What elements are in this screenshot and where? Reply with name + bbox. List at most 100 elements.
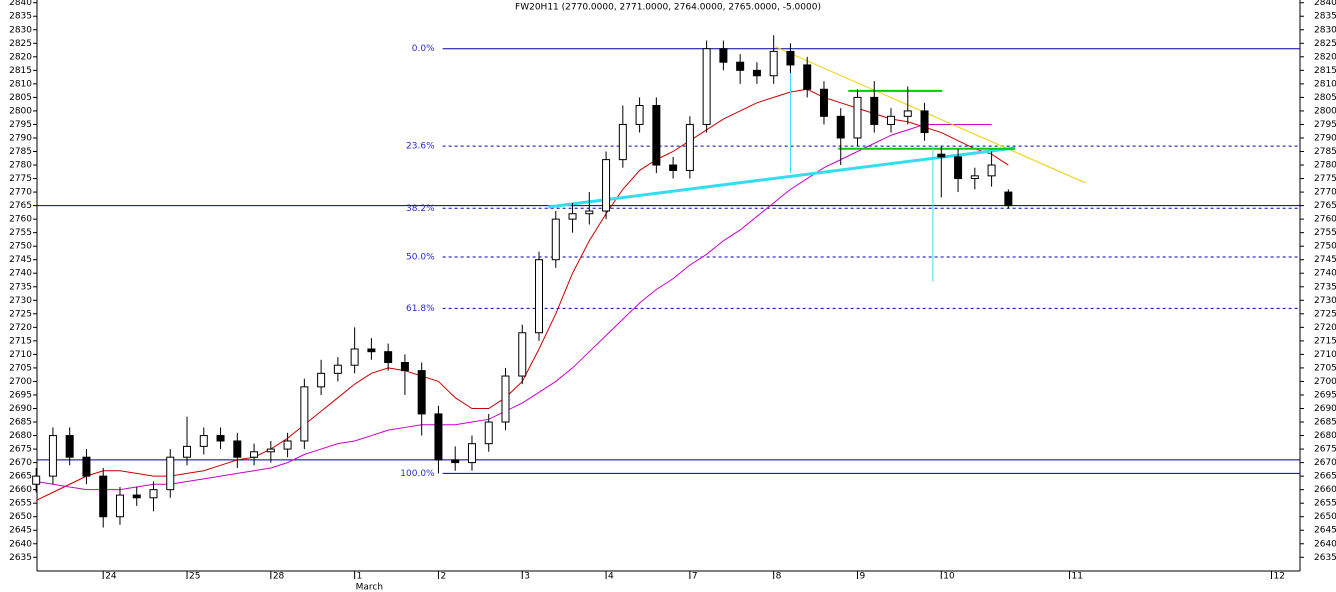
candle-body — [618, 123, 627, 161]
x-tick-label: 28 — [273, 572, 285, 582]
fib-label: 0.0% — [412, 44, 435, 54]
candle-body — [903, 110, 912, 117]
candle-body — [518, 332, 527, 377]
y-tick-label: 2800 — [9, 106, 32, 116]
y-tick-label: 2675 — [9, 445, 32, 455]
y-tick-label: 2685 — [9, 418, 32, 428]
candle-body — [400, 362, 409, 372]
candle-body — [82, 456, 91, 477]
y-tick-label: 2735 — [1314, 282, 1336, 292]
y-tick-label: 2700 — [9, 377, 32, 387]
y-tick-label: 2770 — [1314, 188, 1336, 198]
y-tick-label: 2820 — [1314, 52, 1336, 62]
y-tick-label: 2715 — [1314, 336, 1336, 346]
y-tick-label: 2765 — [1314, 201, 1336, 211]
moving-average — [36, 123, 992, 491]
candle-body — [752, 69, 761, 77]
y-tick-label: 2655 — [1314, 499, 1336, 509]
y-tick-label: 2690 — [9, 404, 32, 414]
candle-body — [987, 164, 996, 177]
candle-body — [115, 494, 124, 518]
y-tick-label: 2725 — [1314, 309, 1336, 319]
candle-body — [166, 456, 175, 491]
fib-label: 23.6% — [406, 142, 435, 152]
y-tick-label: 2650 — [9, 512, 32, 522]
y-tick-label: 2785 — [9, 147, 32, 157]
x-tick-label: 2 — [440, 572, 446, 582]
x-tick-label: 1 — [357, 572, 363, 582]
candle-body — [853, 96, 862, 139]
candle-body — [719, 48, 728, 63]
candle-body — [65, 435, 74, 458]
y-tick-label: 2710 — [1314, 350, 1336, 360]
y-tick-label: 2820 — [9, 52, 32, 62]
y-tick-label: 2795 — [9, 120, 32, 130]
y-tick-label: 2705 — [9, 363, 32, 373]
y-tick-label: 2795 — [1314, 120, 1336, 130]
y-tick-label: 2660 — [1314, 485, 1336, 495]
y-tick-label: 2640 — [9, 539, 32, 549]
x-tick-label: 4 — [608, 572, 614, 582]
y-tick-label: 2810 — [1314, 79, 1336, 89]
y-tick-label: 2750 — [1314, 242, 1336, 252]
y-tick-label: 2735 — [9, 282, 32, 292]
y-tick-label: 2775 — [1314, 174, 1336, 184]
y-tick-label: 2760 — [9, 215, 32, 225]
trend-line — [548, 146, 1016, 209]
candle-body — [819, 88, 828, 117]
y-tick-label: 2680 — [1314, 431, 1336, 441]
fib-label: 61.8% — [406, 304, 435, 314]
y-tick-label: 2710 — [9, 350, 32, 360]
y-tick-label: 2730 — [1314, 296, 1336, 306]
x-tick-label: 11 — [1072, 572, 1083, 582]
x-tick-label: 10 — [943, 572, 955, 582]
x-tick-label: 24 — [105, 572, 117, 582]
x-tick-label: 12 — [1274, 572, 1285, 582]
fib-label: 38.2% — [406, 204, 435, 214]
y-tick-label: 2705 — [1314, 363, 1336, 373]
candle-body — [870, 96, 879, 125]
y-tick-label: 2640 — [1314, 539, 1336, 549]
x-tick-label: 25 — [189, 572, 200, 582]
y-tick-label: 2825 — [1314, 39, 1336, 49]
x-tick-label: 7 — [692, 572, 698, 582]
x-group-label: March — [356, 583, 383, 592]
candle-body — [32, 475, 41, 485]
y-tick-label: 2655 — [9, 499, 32, 509]
y-tick-label: 2675 — [1314, 445, 1336, 455]
candle-body — [484, 421, 493, 445]
y-tick-label: 2685 — [1314, 418, 1336, 428]
candle-body — [367, 348, 376, 353]
candle-body — [535, 259, 544, 334]
candle-body — [585, 210, 594, 215]
y-tick-label: 2635 — [1314, 553, 1336, 563]
candle-body — [920, 110, 929, 134]
candle-body — [317, 372, 326, 388]
candle-body — [216, 435, 225, 442]
candle-body — [467, 443, 476, 464]
y-tick-label: 2750 — [9, 242, 32, 252]
candle-body — [199, 435, 208, 447]
y-tick-label: 2700 — [1314, 377, 1336, 387]
y-tick-label: 2720 — [1314, 323, 1336, 333]
y-tick-label: 2835 — [9, 12, 32, 22]
y-tick-label: 2720 — [9, 323, 32, 333]
candle-body — [501, 375, 510, 423]
y-tick-label: 2840 — [9, 0, 32, 8]
y-tick-label: 2805 — [9, 93, 32, 103]
y-tick-label: 2780 — [1314, 161, 1336, 171]
x-tick-label: 9 — [859, 572, 865, 582]
y-tick-label: 2760 — [1314, 215, 1336, 225]
y-tick-label: 2815 — [1314, 66, 1336, 76]
candle-body — [736, 61, 745, 71]
y-tick-label: 2785 — [1314, 147, 1336, 157]
candle-body — [568, 213, 577, 220]
y-tick-label: 2670 — [1314, 458, 1336, 468]
y-tick-label: 2755 — [9, 228, 32, 238]
y-tick-label: 2770 — [9, 188, 32, 198]
y-tick-label: 2670 — [9, 458, 32, 468]
candle-body — [300, 386, 309, 442]
candle-body — [970, 175, 979, 180]
y-tick-label: 2730 — [9, 296, 32, 306]
